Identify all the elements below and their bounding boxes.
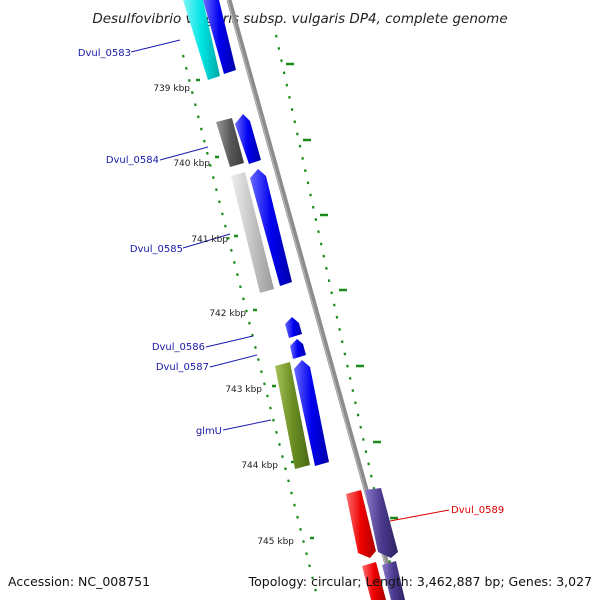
cds-dvul-0583[interactable] <box>203 0 236 74</box>
cds-glmu[interactable] <box>294 360 329 466</box>
gene-label-dvul-0589[interactable]: Dvul_0589 <box>451 505 504 516</box>
scale-label-744: 744 kbp <box>241 461 278 471</box>
gene-features <box>183 0 405 600</box>
gene-label-glmu[interactable]: glmU <box>196 426 222 437</box>
scale-label-743: 743 kbp <box>225 385 262 395</box>
feature-purple[interactable] <box>365 488 398 558</box>
scale-label-739: 739 kbp <box>153 84 190 94</box>
scale-label-742: 742 kbp <box>209 309 246 319</box>
cds-dvul-0585[interactable] <box>250 169 292 286</box>
feature-dvul-0585[interactable] <box>231 172 274 293</box>
scale-label-745: 745 kbp <box>257 537 294 547</box>
feature-dvul-0589[interactable] <box>346 490 376 558</box>
feature-dvul-0583[interactable] <box>183 0 220 80</box>
accession-text: Accession: NC_008751 <box>8 574 150 589</box>
scale-label-740: 740 kbp <box>173 159 210 169</box>
feature-glmu[interactable] <box>275 362 310 469</box>
cds-dvul-0584[interactable] <box>235 114 261 164</box>
cds-dvul-0587[interactable] <box>290 339 306 359</box>
genome-summary-text: Topology: circular; Length: 3,462,887 bp… <box>248 574 592 589</box>
leader-lines <box>130 39 450 522</box>
gene-label-dvul-0586[interactable]: Dvul_0586 <box>152 342 205 353</box>
outer-tick-track <box>274 34 400 600</box>
map-title: Desulfovibrio vulgaris subsp. vulgaris D… <box>92 11 507 27</box>
major-ticks <box>196 62 398 540</box>
gene-label-dvul-0585[interactable]: Dvul_0585 <box>130 244 183 255</box>
cds-dvul-0586[interactable] <box>285 317 302 338</box>
feature-purple-next[interactable] <box>382 561 405 600</box>
feature-dvul-0584[interactable] <box>216 118 244 167</box>
gene-label-dvul-0587[interactable]: Dvul_0587 <box>156 362 209 373</box>
gene-label-dvul-0584[interactable]: Dvul_0584 <box>106 155 159 166</box>
scale-label-741: 741 kbp <box>191 235 228 245</box>
feature-dvul-0589-next[interactable] <box>362 562 386 600</box>
gene-label-dvul-0583[interactable]: Dvul_0583 <box>78 48 131 59</box>
